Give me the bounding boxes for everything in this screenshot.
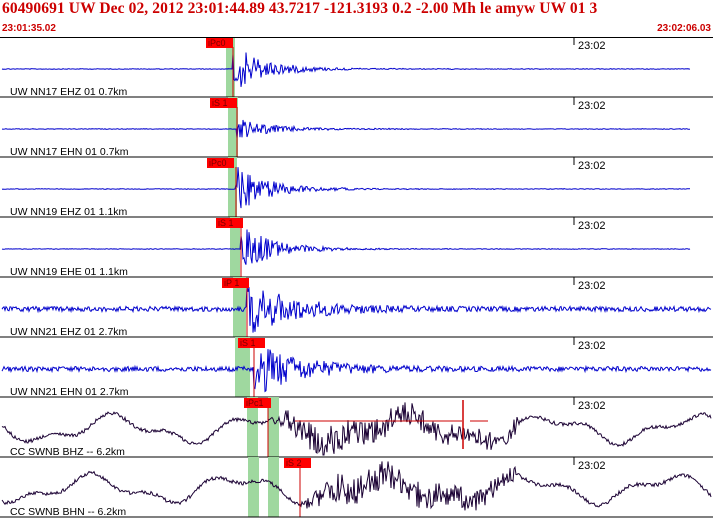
trace-row[interactable]: iPc0 23:02 UW NN17 EHZ 01 0.7km bbox=[0, 37, 713, 98]
station-channel-label: CC SWNB BHZ -- 6.2km bbox=[10, 446, 125, 458]
station-channel-label: CC SWNB BHN -- 6.2km bbox=[10, 506, 126, 518]
pick-label-box[interactable] bbox=[207, 158, 234, 168]
pick-window-band bbox=[248, 457, 259, 517]
pick-label-box[interactable] bbox=[238, 338, 265, 348]
pick-label-box[interactable] bbox=[210, 98, 237, 108]
waveform-trace bbox=[1, 229, 691, 265]
station-channel-label: UW NN19 EHE 01 1.1km bbox=[10, 266, 128, 278]
waveform-trace bbox=[1, 119, 690, 139]
waveform-trace bbox=[1, 285, 712, 333]
event-header: 60490691 UW Dec 02, 2012 23:01:44.89 43.… bbox=[0, 0, 713, 38]
station-channel-label: UW NN17 EHN 01 0.7km bbox=[10, 146, 129, 158]
waveform-trace bbox=[1, 461, 712, 511]
time-mark-label: 23:02 bbox=[578, 40, 606, 52]
time-mark-label: 23:02 bbox=[578, 460, 606, 472]
pick-window-band bbox=[235, 337, 250, 397]
waveform-trace bbox=[1, 349, 712, 393]
station-channel-label: UW NN17 EHZ 01 0.7km bbox=[10, 86, 128, 98]
trace-row[interactable]: iS 1 23:02 UW NN17 EHN 01 0.7km bbox=[0, 97, 713, 158]
pick-window-band bbox=[230, 217, 240, 277]
time-mark-label: 23:02 bbox=[578, 220, 606, 232]
waveform-trace bbox=[1, 167, 690, 209]
event-title: 60490691 UW Dec 02, 2012 23:01:44.89 43.… bbox=[2, 0, 598, 17]
window-end-time: 23:02:06.03 bbox=[657, 23, 711, 34]
time-mark-label: 23:02 bbox=[578, 340, 606, 352]
station-channel-label: UW NN19 EHZ 01 1.1km bbox=[10, 206, 128, 218]
pick-window-band bbox=[247, 397, 258, 457]
pick-label-box[interactable] bbox=[244, 398, 271, 408]
trace-row[interactable]: iPc0 23:02 UW NN19 EHZ 01 1.1km bbox=[0, 157, 713, 218]
pick-label-box[interactable] bbox=[222, 278, 249, 288]
pick-label-box[interactable] bbox=[284, 458, 311, 468]
pick-label: iPc0 bbox=[208, 38, 226, 48]
pick-label-box[interactable] bbox=[206, 38, 233, 48]
trace-row[interactable]: iP 1 23:02 UW NN21 EHZ 01 2.7km bbox=[0, 277, 713, 338]
station-channel-label: UW NN21 EHN 01 2.7km bbox=[10, 386, 129, 398]
pick-label: iS 1 bbox=[212, 98, 228, 108]
trace-row[interactable]: iS 1 23:02 UW NN19 EHE 01 1.1km bbox=[0, 217, 713, 278]
pick-label: iS 1 bbox=[218, 218, 234, 228]
time-mark-label: 23:02 bbox=[578, 100, 606, 112]
pick-label: iS 1 bbox=[240, 338, 256, 348]
pick-label-box[interactable] bbox=[216, 218, 243, 228]
pick-label: iP 1 bbox=[224, 278, 239, 288]
waveform-trace bbox=[1, 52, 691, 87]
pick-window-band bbox=[268, 397, 279, 457]
time-mark-label: 23:02 bbox=[578, 400, 606, 412]
pick-window-band bbox=[233, 277, 246, 337]
trace-row[interactable]: iPc1 23:02 CC SWNB BHZ -- 6.2km bbox=[0, 397, 713, 458]
seismogram-panel[interactable]: iPc0 23:02 UW NN17 EHZ 01 0.7km iS 1 23:02 UW… bbox=[0, 37, 713, 518]
time-mark-label: 23:02 bbox=[578, 280, 606, 292]
window-start-time: 23:01:35.02 bbox=[2, 23, 56, 34]
pick-window-band bbox=[228, 97, 238, 157]
time-mark-label: 23:02 bbox=[578, 160, 606, 172]
pick-window-band bbox=[228, 157, 237, 217]
pick-window-band bbox=[226, 37, 235, 97]
trace-row[interactable]: iS 2 23:02 CC SWNB BHN -- 6.2km bbox=[0, 457, 713, 518]
waveform-trace bbox=[1, 402, 712, 456]
station-channel-label: UW NN21 EHZ 01 2.7km bbox=[10, 326, 128, 338]
pick-label: iS 2 bbox=[286, 458, 302, 468]
pick-label: iPc0 bbox=[209, 158, 227, 168]
pick-label: iPc1 bbox=[246, 398, 264, 408]
trace-row[interactable]: iS 1 23:02 UW NN21 EHN 01 2.7km bbox=[0, 337, 713, 398]
